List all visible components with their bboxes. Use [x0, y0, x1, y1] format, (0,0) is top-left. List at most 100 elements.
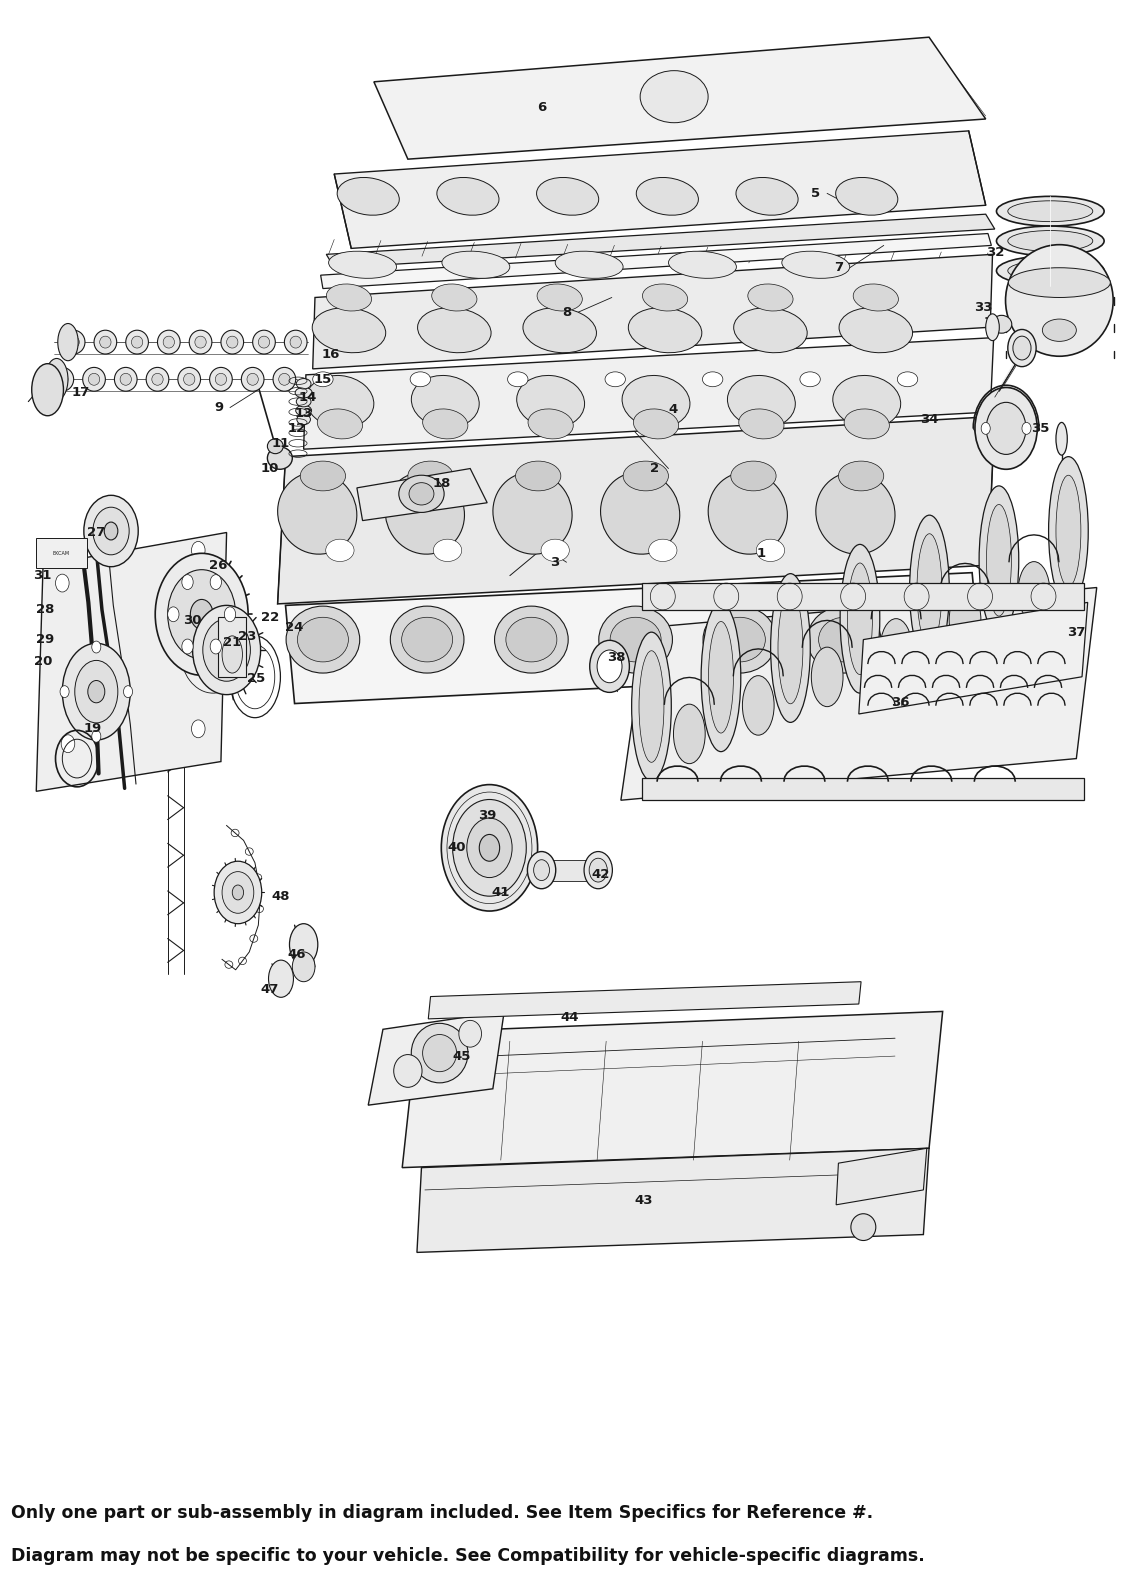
Ellipse shape: [949, 591, 981, 649]
Ellipse shape: [833, 376, 901, 428]
Ellipse shape: [811, 647, 843, 707]
Ellipse shape: [224, 606, 236, 622]
Ellipse shape: [222, 872, 254, 913]
Ellipse shape: [997, 196, 1104, 226]
Ellipse shape: [313, 373, 333, 387]
Ellipse shape: [62, 643, 130, 741]
Ellipse shape: [286, 606, 360, 673]
Ellipse shape: [219, 639, 236, 662]
Bar: [218, 617, 246, 677]
Ellipse shape: [527, 851, 555, 889]
Ellipse shape: [642, 284, 688, 311]
Ellipse shape: [418, 308, 491, 352]
Ellipse shape: [182, 575, 194, 589]
Ellipse shape: [269, 960, 293, 998]
Ellipse shape: [986, 314, 999, 341]
Ellipse shape: [191, 542, 205, 559]
Ellipse shape: [623, 461, 668, 491]
Ellipse shape: [57, 373, 68, 385]
Ellipse shape: [600, 472, 680, 554]
Ellipse shape: [840, 308, 912, 352]
Ellipse shape: [494, 606, 568, 673]
Text: 2: 2: [650, 463, 659, 475]
Ellipse shape: [163, 336, 174, 347]
Ellipse shape: [338, 177, 399, 215]
Ellipse shape: [423, 1034, 457, 1072]
Ellipse shape: [838, 461, 884, 491]
Text: 24: 24: [286, 621, 304, 635]
Ellipse shape: [399, 475, 444, 513]
Text: 46: 46: [288, 949, 306, 962]
Ellipse shape: [267, 447, 292, 469]
Ellipse shape: [853, 284, 898, 311]
Polygon shape: [321, 234, 991, 289]
Ellipse shape: [181, 639, 193, 654]
Ellipse shape: [227, 336, 238, 347]
Ellipse shape: [897, 373, 918, 387]
Ellipse shape: [800, 373, 820, 387]
Ellipse shape: [329, 251, 397, 278]
Text: 39: 39: [478, 808, 496, 821]
Ellipse shape: [917, 534, 942, 646]
Polygon shape: [357, 469, 487, 521]
Text: 42: 42: [591, 868, 610, 881]
Text: 28: 28: [36, 603, 54, 616]
Ellipse shape: [232, 884, 244, 900]
Polygon shape: [402, 1012, 943, 1167]
Ellipse shape: [840, 545, 879, 693]
Ellipse shape: [88, 373, 100, 385]
Ellipse shape: [590, 641, 630, 693]
Text: EKCAM: EKCAM: [52, 551, 70, 556]
Ellipse shape: [385, 472, 465, 554]
Ellipse shape: [991, 316, 1012, 333]
Ellipse shape: [605, 373, 625, 387]
Ellipse shape: [1042, 319, 1076, 341]
Ellipse shape: [453, 799, 526, 897]
Bar: [642, 778, 1084, 801]
Ellipse shape: [290, 924, 317, 965]
Ellipse shape: [708, 472, 787, 554]
Text: 45: 45: [452, 1050, 470, 1063]
Bar: [544, 859, 591, 881]
Ellipse shape: [585, 851, 613, 889]
Ellipse shape: [411, 1023, 468, 1083]
Ellipse shape: [622, 376, 690, 428]
Ellipse shape: [104, 523, 118, 540]
Text: 37: 37: [1067, 625, 1085, 638]
Ellipse shape: [411, 376, 479, 428]
Ellipse shape: [542, 538, 569, 562]
Text: 23: 23: [238, 630, 256, 643]
Ellipse shape: [123, 685, 133, 698]
Ellipse shape: [986, 403, 1026, 455]
Text: 32: 32: [986, 246, 1004, 259]
Ellipse shape: [221, 330, 244, 354]
Ellipse shape: [45, 358, 68, 399]
Text: Diagram may not be specific to your vehicle. See Compatibility for vehicle-speci: Diagram may not be specific to your vehi…: [11, 1547, 925, 1565]
Ellipse shape: [632, 632, 671, 782]
Ellipse shape: [126, 330, 148, 354]
Text: 11: 11: [272, 437, 290, 450]
Ellipse shape: [306, 376, 374, 428]
Ellipse shape: [816, 472, 895, 554]
Ellipse shape: [757, 538, 784, 562]
Text: 12: 12: [288, 422, 306, 434]
Ellipse shape: [292, 952, 315, 982]
Ellipse shape: [297, 414, 310, 425]
Ellipse shape: [880, 619, 912, 677]
Ellipse shape: [278, 472, 357, 554]
Text: 13: 13: [295, 407, 313, 420]
Ellipse shape: [981, 423, 990, 434]
Ellipse shape: [702, 373, 723, 387]
Ellipse shape: [702, 606, 777, 673]
Ellipse shape: [190, 600, 213, 628]
Bar: [36, 538, 87, 568]
Ellipse shape: [92, 731, 101, 742]
Text: 9: 9: [214, 401, 223, 414]
Ellipse shape: [442, 251, 510, 278]
Polygon shape: [621, 587, 1097, 801]
Ellipse shape: [844, 409, 889, 439]
Polygon shape: [334, 131, 986, 248]
Text: 21: 21: [223, 636, 241, 649]
Text: 36: 36: [892, 696, 910, 709]
Ellipse shape: [32, 363, 63, 415]
